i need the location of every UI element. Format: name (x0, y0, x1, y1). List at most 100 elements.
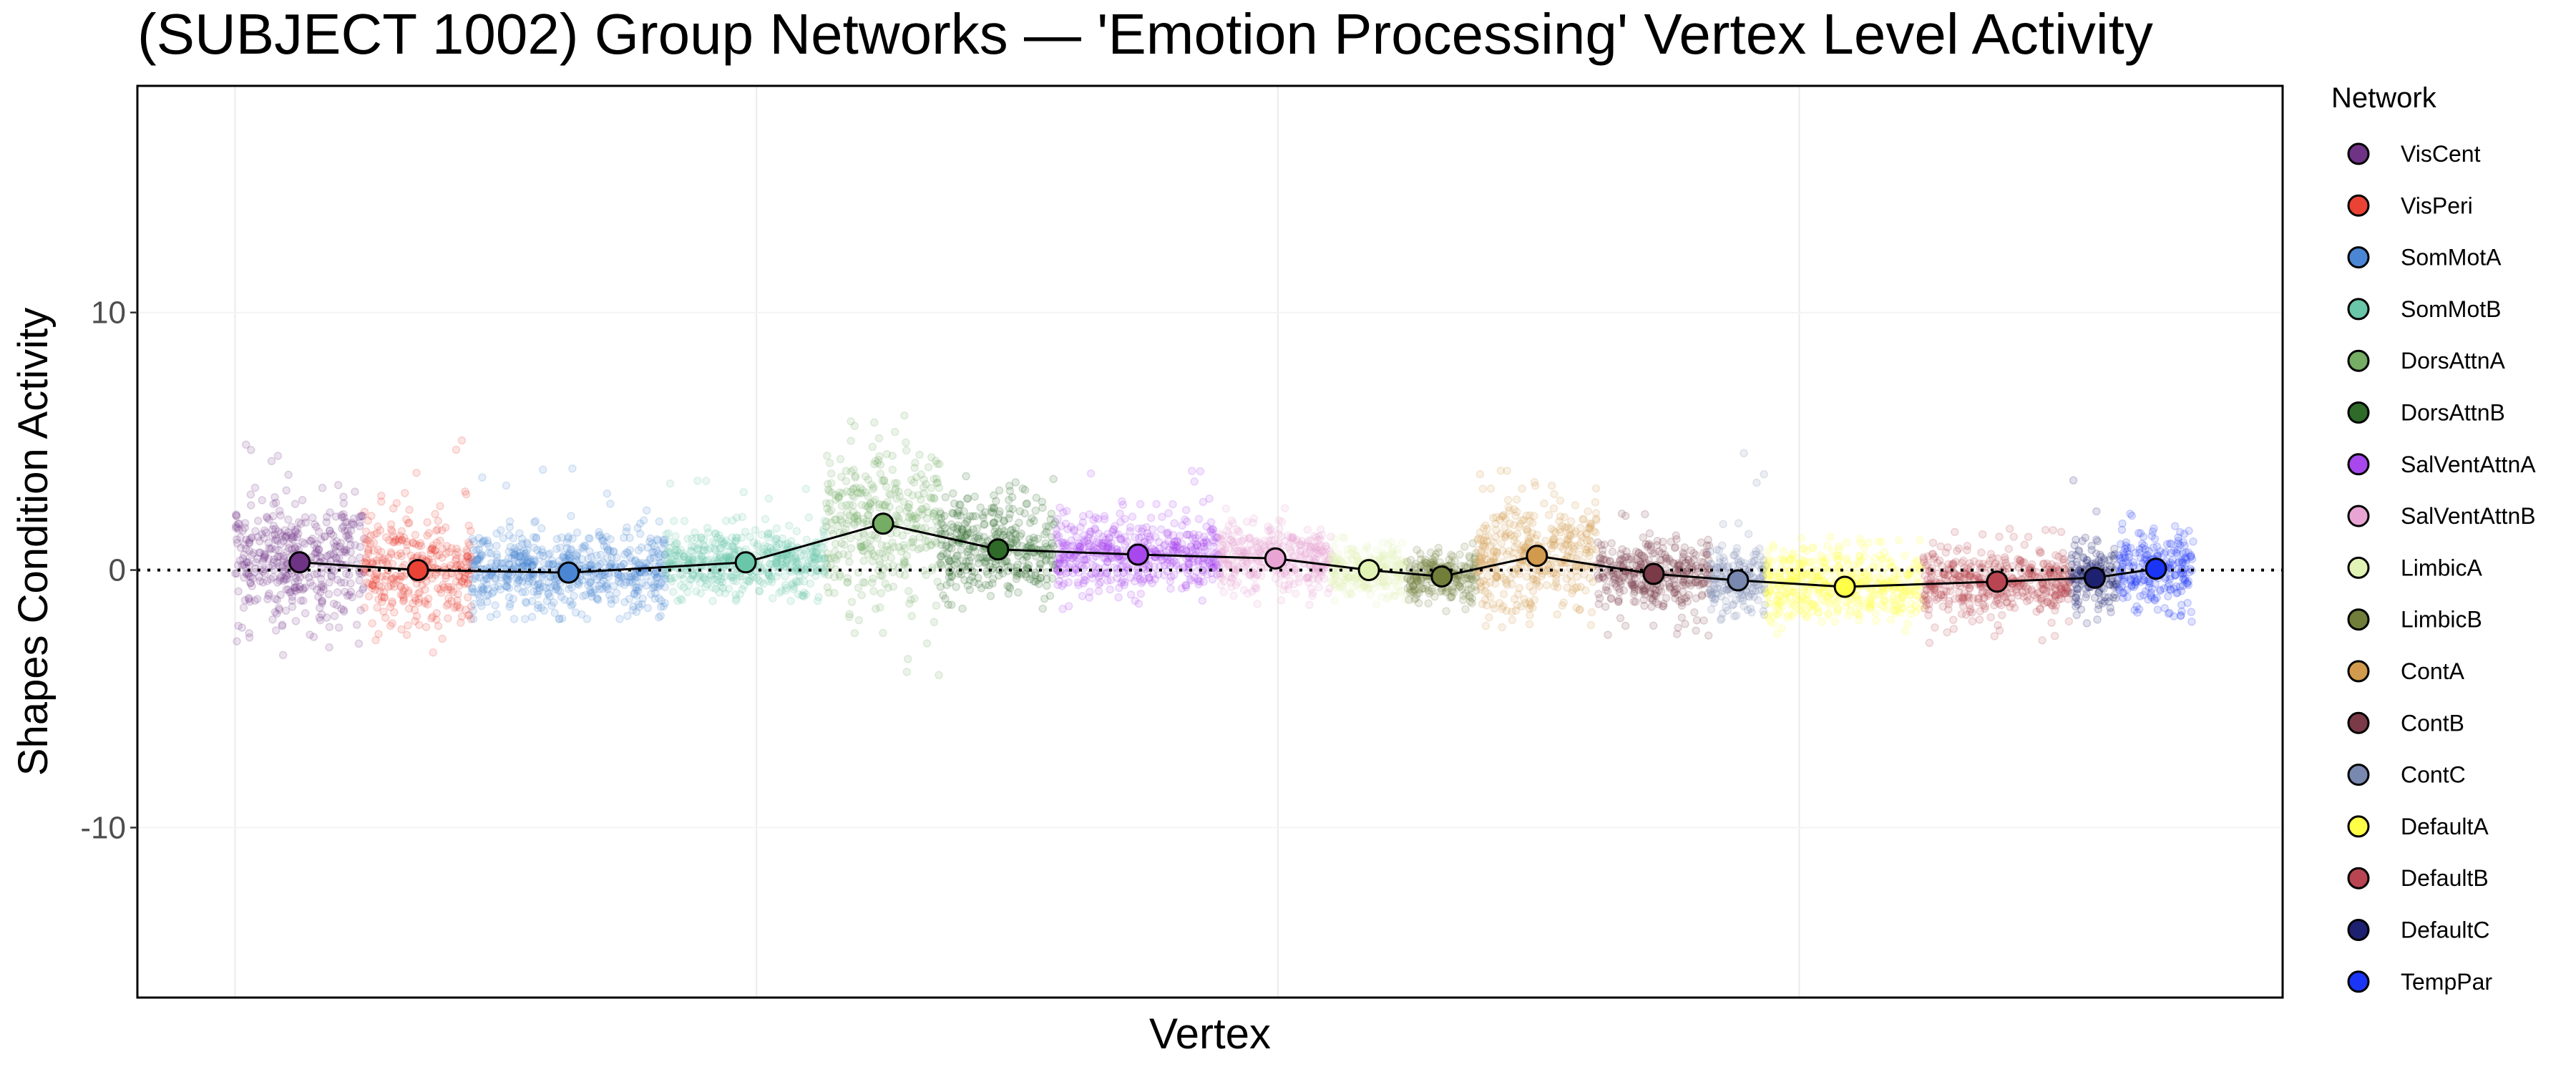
vertex-point (1373, 601, 1380, 608)
vertex-point (311, 633, 318, 640)
vertex-point (887, 554, 894, 561)
vertex-point (300, 585, 307, 592)
vertex-point (903, 668, 910, 676)
vertex-point (1196, 515, 1203, 522)
vertex-point (637, 530, 644, 537)
vertex-point (1063, 507, 1070, 515)
vertex-point (519, 562, 527, 569)
vertex-point (1361, 547, 1368, 554)
vertex-point (522, 588, 529, 595)
vertex-point (529, 598, 536, 605)
vertex-point (1196, 468, 1204, 475)
vertex-point (433, 527, 440, 535)
vertex-point (1589, 545, 1596, 552)
vertex-point (404, 631, 411, 638)
vertex-point (431, 547, 439, 554)
vertex-point (1584, 537, 1591, 545)
vertex-point (884, 547, 891, 554)
vertex-point (1602, 603, 1609, 610)
vertex-point (1304, 526, 1311, 533)
vertex-point (1015, 519, 1023, 526)
vertex-point (347, 580, 354, 587)
vertex-point (605, 573, 613, 580)
vertex-point (1049, 575, 1056, 582)
vertex-point (1698, 539, 1705, 546)
vertex-point (425, 595, 432, 603)
vertex-point (1745, 530, 1752, 537)
vertex-point (291, 585, 298, 592)
vertex-point (343, 519, 351, 526)
vertex-point (904, 656, 912, 663)
vertex-point (370, 540, 377, 547)
vertex-point (715, 572, 722, 580)
vertex-point (281, 527, 288, 534)
vertex-point (298, 597, 305, 604)
vertex-point (311, 542, 318, 549)
vertex-point (323, 614, 331, 621)
vertex-point (640, 517, 648, 524)
vertex-point (769, 595, 776, 602)
vertex-point (1096, 588, 1103, 595)
vertex-point (332, 513, 339, 520)
vertex-point (740, 489, 747, 496)
vertex-point (839, 502, 846, 510)
vertex-point (1158, 513, 1166, 520)
vertex-point (892, 429, 899, 436)
vertex-point (1531, 596, 1538, 603)
vertex-point (935, 484, 942, 492)
vertex-point (1640, 596, 1647, 603)
vertex-point (1244, 518, 1251, 525)
vertex-point (621, 598, 628, 605)
vertex-point (321, 533, 328, 540)
vertex-point (333, 555, 341, 562)
vertex-point (550, 561, 557, 568)
vertex-point (1609, 548, 1616, 555)
vertex-point (1916, 537, 1923, 544)
vertex-point (1038, 575, 1045, 582)
vertex-point (356, 640, 363, 647)
vertex-point (336, 624, 343, 631)
vertex-point (974, 525, 981, 532)
vertex-point (563, 539, 570, 546)
vertex-point (1672, 532, 1679, 539)
vertex-point (341, 608, 348, 615)
vertex-point (889, 467, 896, 474)
vertex-point (1137, 590, 1144, 598)
vertex-point (282, 534, 289, 541)
vertex-point (1595, 600, 1602, 608)
vertex-point (1508, 608, 1516, 615)
vertex-point (954, 510, 961, 517)
vertex-point (265, 545, 273, 552)
vertex-point (1268, 537, 1275, 544)
vertex-point (1740, 449, 1747, 457)
vertex-point (950, 490, 957, 497)
vertex-point (1090, 517, 1097, 524)
vertex-point (832, 496, 839, 503)
vertex-point (1720, 554, 1727, 561)
vertex-point (344, 527, 351, 535)
vertex-point (927, 484, 935, 492)
vertex-point (1208, 519, 1215, 526)
vertex-point (1611, 580, 1619, 588)
vertex-point (938, 562, 945, 569)
vertex-point (1203, 538, 1210, 545)
vertex-point (916, 451, 923, 458)
vertex-point (1685, 557, 1692, 564)
vertex-point (860, 557, 867, 565)
vertex-point (859, 487, 867, 494)
vertex-point (1541, 500, 1548, 507)
vertex-point (805, 514, 812, 521)
vertex-point (781, 564, 789, 571)
vertex-point (1186, 575, 1194, 583)
vertex-point (585, 535, 592, 542)
vertex-point (1595, 590, 1602, 598)
vertex-point (569, 465, 576, 472)
vertex-point (1511, 522, 1518, 529)
vertex-point (328, 573, 336, 580)
vertex-point (453, 447, 460, 454)
vertex-point (1195, 532, 1202, 539)
vertex-point (524, 541, 531, 548)
vertex-point (1074, 579, 1081, 586)
vertex-point (487, 550, 494, 557)
vertex-point (892, 487, 899, 494)
